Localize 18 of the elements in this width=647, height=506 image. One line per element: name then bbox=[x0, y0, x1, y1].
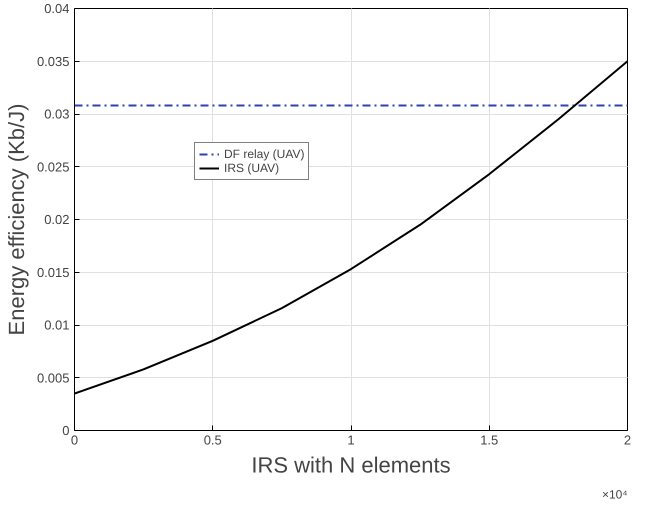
legend-label: IRS (UAV) bbox=[224, 161, 280, 175]
text: ×10⁴ bbox=[602, 488, 628, 502]
y-tick-label: 0.01 bbox=[44, 318, 70, 332]
x-tick-label: 0.5 bbox=[204, 432, 222, 448]
x-axis-title: IRS with N elements bbox=[251, 452, 451, 478]
x-tick-label: 1.5 bbox=[480, 432, 498, 448]
y-tick-label: 0.025 bbox=[36, 159, 70, 174]
y-tick-label: 0.03 bbox=[44, 106, 70, 122]
y-tick-label: 0.04 bbox=[44, 1, 70, 16]
x-tick-label: 2 bbox=[624, 432, 632, 448]
y-tick-label: 0.015 bbox=[36, 264, 70, 280]
x-tick-label: 1 bbox=[347, 432, 355, 448]
y-tick-label: 0.005 bbox=[36, 370, 70, 386]
legend-label: DF relay (UAV) bbox=[224, 147, 304, 161]
y-axis-title: Energy efficiency (Kb/J) bbox=[4, 104, 29, 336]
y-tick-label: 0 bbox=[62, 423, 70, 438]
y-tick-label: 0.02 bbox=[44, 212, 70, 227]
y-tick-label: 0.035 bbox=[36, 54, 70, 69]
